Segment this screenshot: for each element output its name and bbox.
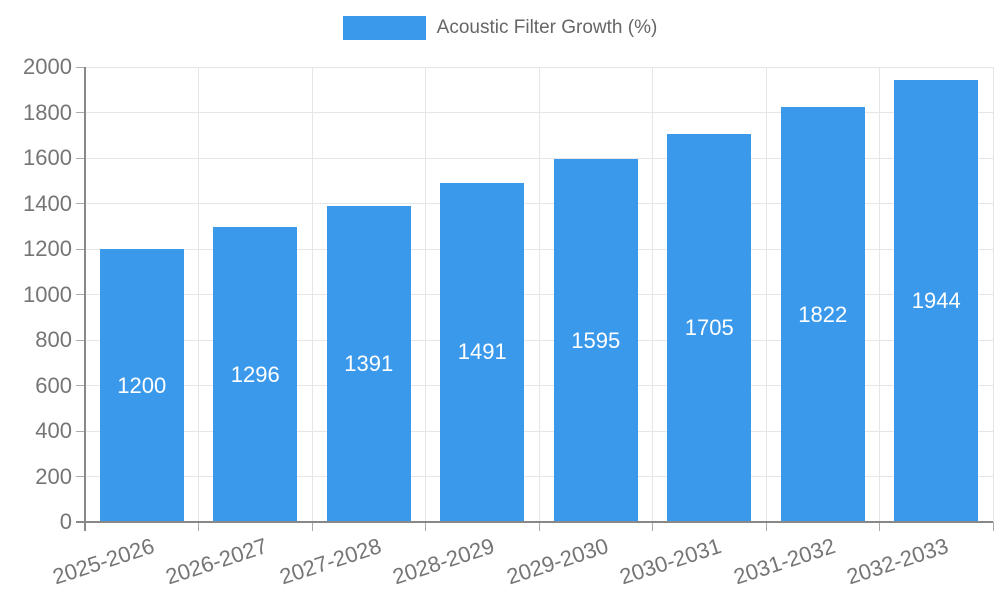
y-axis-tick xyxy=(76,112,85,113)
gridline-vertical xyxy=(538,67,540,522)
y-tick-label: 800 xyxy=(35,327,72,352)
gridline-vertical xyxy=(311,67,313,522)
y-tick-label: 600 xyxy=(35,372,72,398)
x-axis-tick xyxy=(992,522,994,531)
gridline-vertical xyxy=(992,67,994,522)
bar-value-label: 1296 xyxy=(230,361,280,387)
y-tick-label: 2000 xyxy=(23,54,72,79)
bar-2029-2030 xyxy=(553,159,638,521)
y-axis-tick xyxy=(76,157,85,159)
x-axis-tick xyxy=(652,522,653,531)
bar-value-label: 1491 xyxy=(457,339,507,365)
x-tick-label: 2031-2032 xyxy=(730,533,839,590)
chart-legend: Acoustic Filter Growth (%) xyxy=(0,16,1000,40)
gridline-vertical xyxy=(879,67,880,522)
bar-2031-2032 xyxy=(780,107,865,521)
x-tick-label: 2026-2027 xyxy=(162,533,271,590)
y-axis-tick xyxy=(76,294,85,295)
y-tick-label: 1000 xyxy=(23,281,72,307)
x-axis-tick xyxy=(311,522,313,531)
y-axis-tick xyxy=(76,430,85,432)
y-axis-tick xyxy=(76,66,85,68)
y-tick-label: 1800 xyxy=(23,99,72,125)
y-tick-label: 1200 xyxy=(23,236,72,261)
y-axis-tick xyxy=(76,476,85,477)
x-tick-label: 2032-2033 xyxy=(843,533,952,590)
y-axis-tick xyxy=(76,339,85,341)
x-axis-tick xyxy=(879,522,880,531)
x-axis-tick xyxy=(538,522,540,531)
bar-2030-2031 xyxy=(667,134,752,521)
x-axis-line xyxy=(76,521,993,523)
y-tick-label: 1600 xyxy=(23,145,72,170)
x-axis-tick xyxy=(765,522,767,531)
x-tick-label: 2025-2026 xyxy=(49,533,158,590)
bar-2026-2027 xyxy=(213,227,298,521)
y-tick-label: 0 xyxy=(59,509,72,534)
x-tick-label: 2028-2029 xyxy=(389,533,498,590)
y-axis-tick xyxy=(76,203,85,204)
bar-value-label: 1200 xyxy=(117,372,167,398)
bar-2025-2026 xyxy=(99,249,184,521)
gridline-vertical xyxy=(652,67,653,522)
bar-2028-2029 xyxy=(440,182,525,521)
x-axis-tick xyxy=(425,522,426,531)
y-tick-label: 400 xyxy=(35,418,72,443)
bar-value-label: 1822 xyxy=(798,301,848,327)
x-tick-label: 2029-2030 xyxy=(503,533,612,590)
x-tick-label: 2030-2031 xyxy=(616,533,725,590)
bar-value-label: 1705 xyxy=(684,315,734,341)
bar-2032-2033 xyxy=(894,79,979,521)
legend-label: Acoustic Filter Growth (%) xyxy=(436,17,658,38)
y-tick-label: 200 xyxy=(35,463,72,489)
y-tick-label: 1400 xyxy=(23,190,72,216)
gridline-vertical xyxy=(425,67,426,522)
y-axis-tick xyxy=(76,248,85,250)
gridline-vertical xyxy=(198,67,199,522)
x-axis-tick xyxy=(198,522,199,531)
legend-swatch xyxy=(342,16,426,40)
y-axis-line xyxy=(84,67,86,531)
gridline-vertical xyxy=(765,67,767,522)
bar-value-label: 1944 xyxy=(911,287,961,313)
bar-2027-2028 xyxy=(326,205,411,521)
y-axis-tick xyxy=(76,385,85,386)
bar-value-label: 1595 xyxy=(571,327,621,353)
bar-value-label: 1391 xyxy=(344,350,394,376)
x-tick-label: 2027-2028 xyxy=(276,533,385,590)
